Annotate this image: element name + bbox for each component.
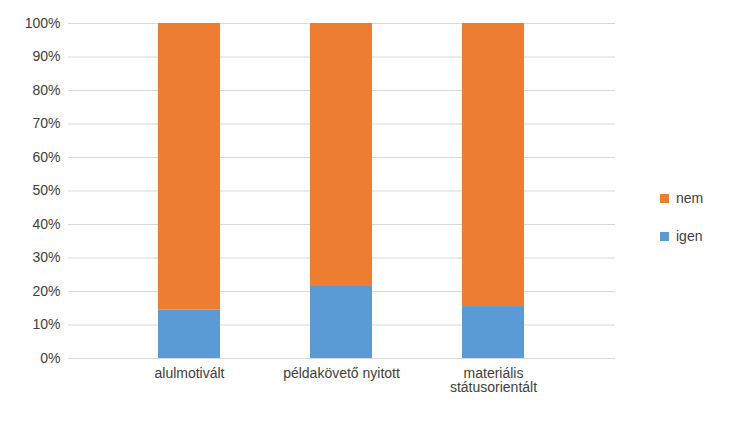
svg-text:20%: 20% (32, 283, 60, 299)
html-text:nem: nem (676, 190, 704, 206)
svg-text:alulmotivált: alulmotivált (154, 365, 224, 381)
svg-text:90%: 90% (32, 48, 60, 64)
html-text:igen: igen (676, 228, 703, 244)
svg-text:70%: 70% (32, 115, 60, 131)
svg-text:80%: 80% (32, 82, 60, 98)
svg-text:30%: 30% (32, 249, 60, 265)
svg-text:50%: 50% (32, 182, 60, 198)
svg-text:0%: 0% (40, 350, 60, 366)
svg-text:40%: 40% (32, 216, 60, 232)
svg-text:materiálisstátusorientált: materiálisstátusorientált (450, 365, 537, 395)
svg-text:60%: 60% (32, 149, 60, 165)
svg-text:példakövető nyitott: példakövető nyitott (283, 365, 400, 381)
svg-text:100%: 100% (25, 15, 61, 31)
svg-text:10%: 10% (32, 316, 60, 332)
